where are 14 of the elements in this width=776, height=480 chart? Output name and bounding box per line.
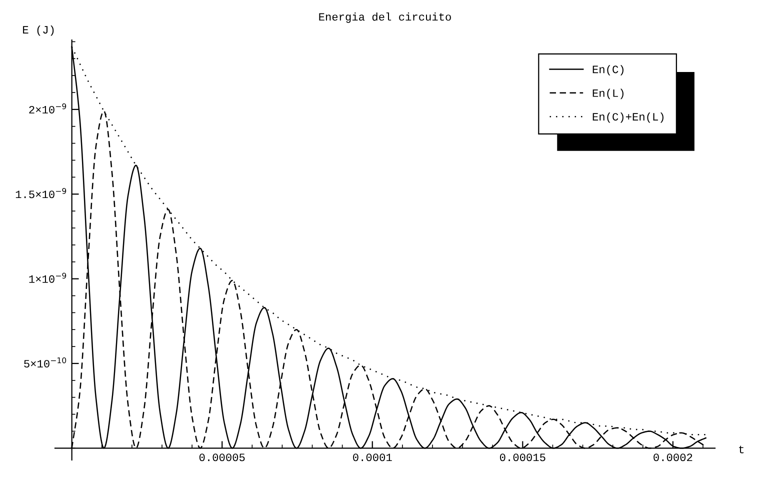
x-tick-label: 0.0001 bbox=[353, 454, 392, 462]
x-axis-title: t bbox=[739, 446, 744, 454]
x-tick-label: 0.00015 bbox=[500, 454, 546, 462]
x-tick-label: 0.0002 bbox=[654, 454, 692, 462]
legend-label: En(L) bbox=[592, 88, 624, 100]
y-tick-label: 2×10$^{−9}$ bbox=[29, 103, 66, 114]
y-tick-label: 1.5×10$^{−9}$ bbox=[16, 188, 66, 198]
y-tick-label: 5×10$^{−10}$ bbox=[24, 357, 66, 368]
y-tick-label: 1×10$^{−9}$ bbox=[29, 272, 66, 283]
legend-label: En(C) bbox=[592, 65, 624, 76]
chart-title: Energia del circuito bbox=[319, 12, 451, 23]
x-tick-label: 0.00005 bbox=[199, 454, 245, 462]
y-axis-title: E (J) bbox=[23, 25, 54, 36]
legend-label: En(C)+En(L) bbox=[592, 112, 664, 123]
